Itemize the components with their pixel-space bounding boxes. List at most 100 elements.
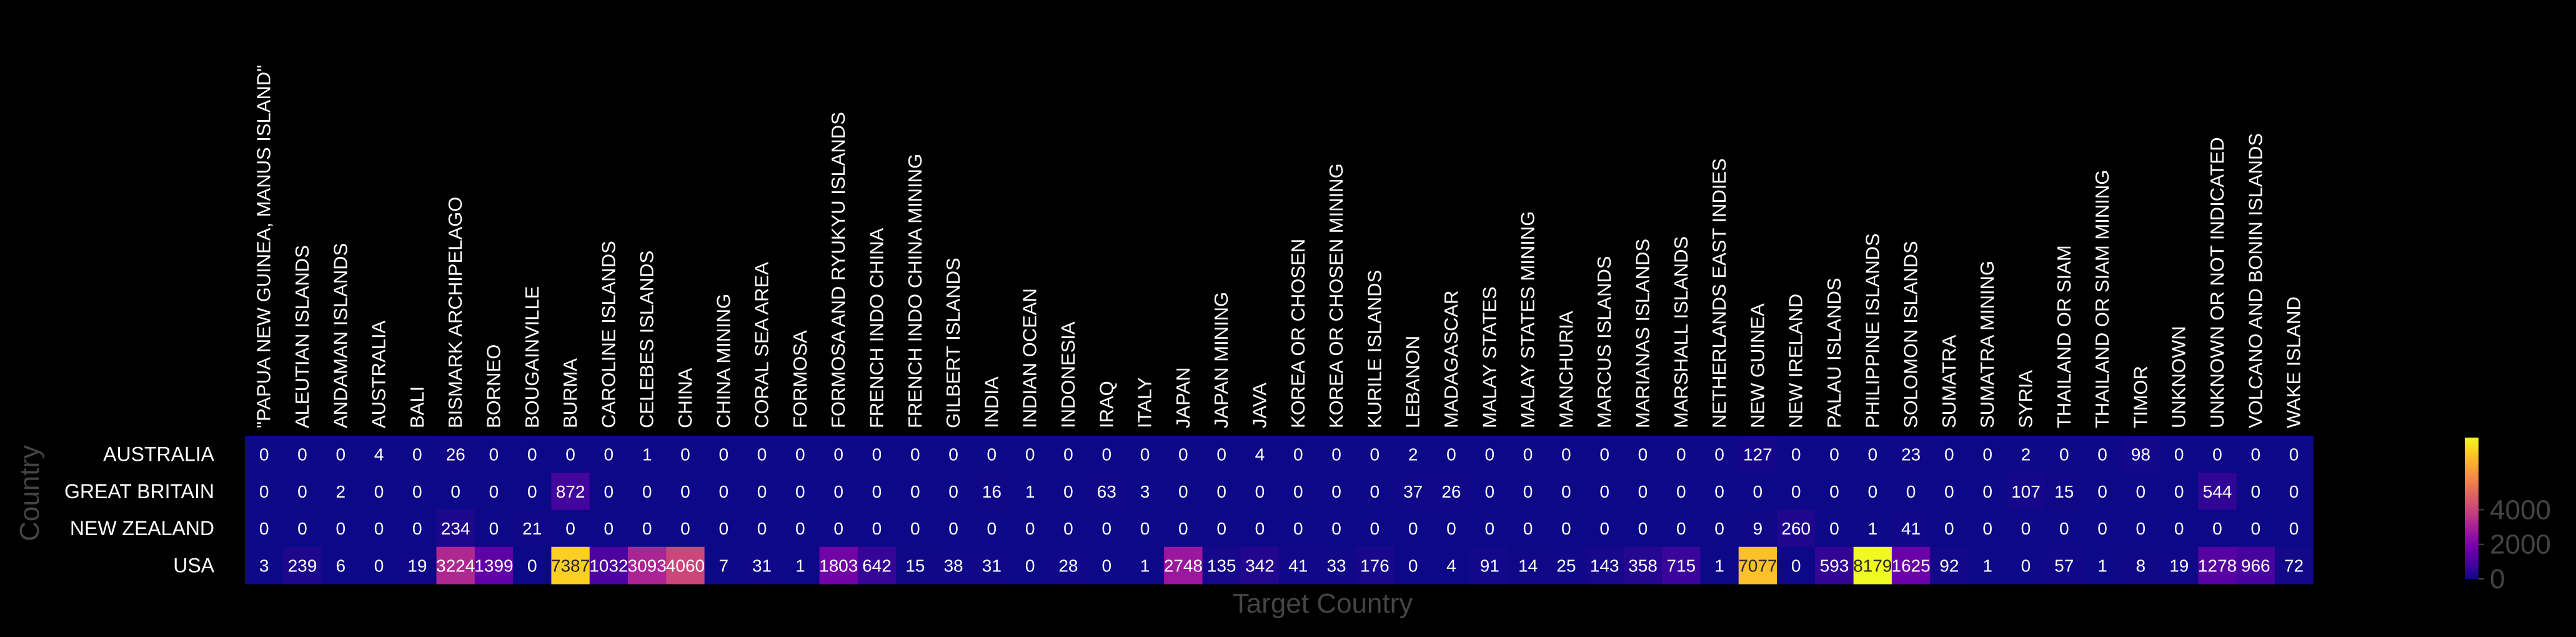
heatmap-cell (513, 436, 552, 473)
colorbar-tick-label: 0 (2490, 564, 2505, 594)
cell-value-label: 57 (2054, 556, 2074, 575)
cell-value-label: 0 (1446, 519, 1456, 538)
heatmap-cell (1777, 473, 1816, 511)
cell-value-label: 0 (1523, 445, 1533, 464)
cell-value-label: 0 (1102, 519, 1111, 538)
cell-value-label: 0 (336, 519, 346, 538)
cell-value-label: 0 (2136, 482, 2146, 501)
cell-value-label: 0 (833, 482, 843, 501)
heatmap-cell (551, 546, 590, 584)
cell-value-label: 1 (1140, 556, 1150, 575)
cell-value-label: 41 (1288, 556, 1308, 575)
heatmap-cell (474, 436, 514, 473)
heatmap-cell (1853, 546, 1892, 584)
cell-value-label: 0 (297, 445, 307, 464)
heatmap-cell (1662, 546, 1701, 584)
cell-value-label: 0 (2289, 519, 2299, 538)
cell-value-label: 0 (833, 519, 843, 538)
cell-value-label: 41 (1901, 519, 1921, 538)
column-label: MALAY STATES MINING (1517, 211, 1539, 428)
heatmap-cell (1623, 509, 1663, 548)
cell-value-label: 0 (1944, 445, 1954, 464)
cell-value-label: 0 (1523, 482, 1533, 501)
cell-value-label: 0 (987, 445, 997, 464)
heatmap-cell (2236, 473, 2275, 511)
colorbar-tick-label: 2000 (2490, 529, 2551, 560)
cell-value-label: 0 (1178, 519, 1188, 538)
cell-value-label: 0 (948, 482, 958, 501)
column-label: NEW IRELAND (1785, 294, 1807, 428)
cell-value-label: 0 (910, 445, 920, 464)
column-label: WAKE ISLAND (2283, 296, 2305, 428)
cell-value-label: 234 (441, 519, 470, 538)
cell-value-label: 0 (1867, 482, 1877, 501)
cell-value-label: 0 (719, 445, 729, 464)
heatmap-cell (896, 546, 935, 584)
cell-value-label: 0 (1255, 482, 1265, 501)
heatmap-cell (1547, 546, 1586, 584)
cell-value-label: 0 (719, 482, 729, 501)
cell-value-label: 3093 (628, 556, 667, 575)
heatmap-cell (1240, 509, 1280, 548)
column-label: INDIA (980, 376, 1002, 428)
heatmap-cell (1394, 436, 1433, 473)
cell-value-label: 0 (1944, 519, 1954, 538)
cell-value-label: 0 (1370, 445, 1380, 464)
column-label: INDIAN OCEAN (1019, 288, 1041, 428)
heatmap-cell (1164, 473, 1203, 511)
heatmap-cell (2198, 509, 2237, 548)
heatmap-cell (1968, 436, 2007, 473)
heatmap-cell (1164, 436, 1203, 473)
cell-value-label: 0 (642, 519, 652, 538)
heatmap-cell (1930, 509, 1969, 548)
column-label: TIMOR (2129, 366, 2151, 428)
heatmap-cell (2083, 509, 2122, 548)
cell-value-label: 642 (862, 556, 892, 575)
heatmap-cell (436, 436, 475, 473)
heatmap-cell (589, 509, 629, 548)
heatmap-cell (1853, 509, 1892, 548)
heatmap-cell (359, 473, 399, 511)
cell-value-label: 2748 (1164, 556, 1203, 575)
cell-value-label: 0 (1676, 482, 1686, 501)
heatmap-cell (666, 509, 705, 548)
heatmap-cell (1738, 436, 1778, 473)
cell-value-label: 0 (1791, 556, 1801, 575)
column-label: IRAQ (1095, 381, 1117, 428)
heatmap-cell (666, 546, 705, 584)
cell-value-label: 98 (2131, 445, 2151, 464)
heatmap-cell (1279, 473, 1318, 511)
heatmap-cell (1355, 473, 1395, 511)
cell-value-label: 715 (1666, 556, 1696, 575)
cell-value-label: 0 (1063, 445, 1073, 464)
column-label: MANCHURIA (1555, 311, 1577, 428)
heatmap-cell (2274, 546, 2314, 584)
cell-value-label: 0 (1829, 482, 1839, 501)
heatmap-cell (1355, 436, 1395, 473)
cell-value-label: 0 (259, 482, 269, 501)
cell-value-label: 0 (1063, 519, 1073, 538)
column-label: FORMOSA (789, 330, 811, 428)
heatmap-cell (513, 546, 552, 584)
heatmap-cell (436, 509, 475, 548)
cell-value-label: 15 (2054, 482, 2074, 501)
cell-value-label: 0 (1178, 482, 1188, 501)
heatmap-cell (2160, 546, 2199, 584)
heatmap-cell (1011, 436, 1050, 473)
cell-value-label: 0 (1025, 445, 1035, 464)
heatmap-cell (896, 509, 935, 548)
cell-value-label: 0 (1025, 519, 1035, 538)
heatmap-cell (1279, 436, 1318, 473)
cell-value-label: 0 (757, 445, 767, 464)
heatmap-cell (1011, 509, 1050, 548)
cell-value-label: 0 (1102, 445, 1111, 464)
cell-value-label: 15 (905, 556, 925, 575)
heatmap-cell (896, 436, 935, 473)
heatmap-cell (1394, 546, 1433, 584)
cell-value-label: 0 (987, 519, 997, 538)
x-axis-title: Target Country (1233, 588, 1413, 619)
cell-value-label: 0 (680, 519, 690, 538)
column-label: THAILAND OR SIAM (2053, 245, 2075, 428)
cell-value-label: 0 (1446, 445, 1456, 464)
cell-value-label: 37 (1403, 482, 1423, 501)
